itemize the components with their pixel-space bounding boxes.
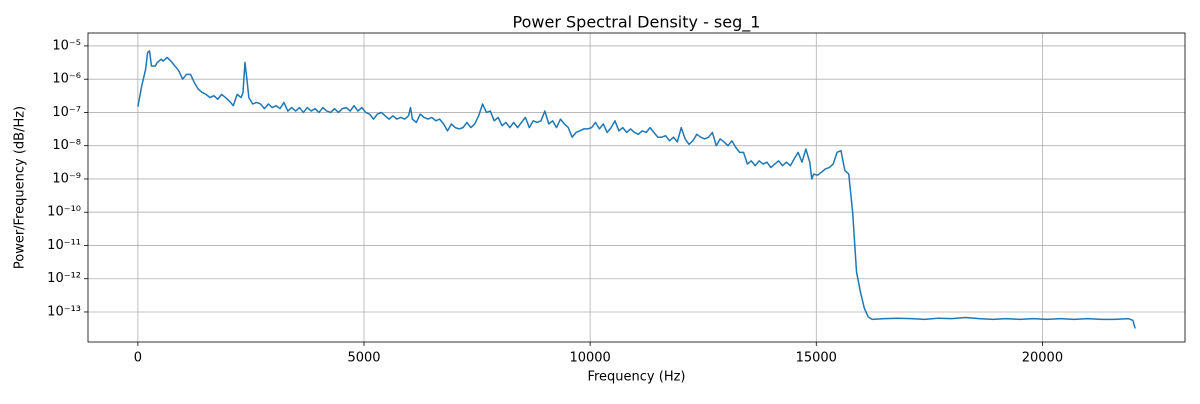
x-axis-label: Frequency (Hz) — [587, 370, 685, 385]
y-tick-label: 10⁻⁹ — [52, 171, 81, 186]
psd-line — [137, 50, 1136, 329]
x-tick-label: 15000 — [796, 351, 837, 366]
chart-title: Power Spectral Density - seg_1 — [513, 13, 761, 33]
y-tick-label: 10⁻¹¹ — [47, 238, 81, 253]
y-axis-label: Power/Frequency (dB/Hz) — [13, 106, 28, 269]
x-tick-label: 20000 — [1022, 351, 1063, 366]
plot-layer — [137, 50, 1136, 329]
x-tick-label: 0 — [134, 351, 142, 366]
tick-layer: 0 5000 10000 15000 20000 10⁻¹³ 10⁻¹² 10⁻¹¹ 10⁻¹⁰… — [47, 38, 1063, 365]
y-tick-label: 10⁻¹⁰ — [47, 205, 81, 220]
y-tick-label: 10⁻⁷ — [52, 105, 81, 120]
grid-layer — [88, 33, 1185, 342]
y-tick-label: 10⁻¹² — [47, 271, 81, 286]
x-tick-label: 5000 — [347, 351, 380, 366]
y-tick-label: 10⁻⁵ — [52, 38, 81, 53]
y-tick-label: 10⁻¹³ — [47, 304, 81, 319]
x-tick-label: 10000 — [569, 351, 610, 366]
axes-frame — [87, 32, 1186, 343]
y-tick-label: 10⁻⁶ — [52, 72, 81, 87]
y-tick-label: 10⁻⁸ — [52, 138, 81, 153]
